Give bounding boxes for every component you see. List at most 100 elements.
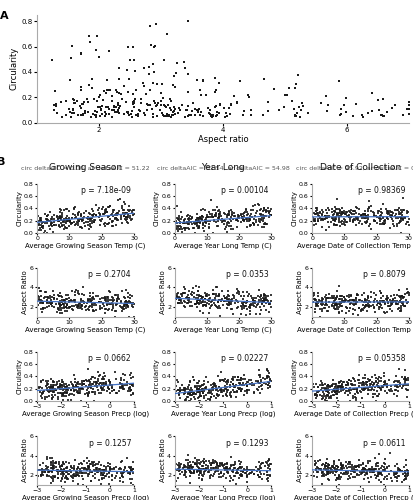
Point — [376, 303, 383, 311]
Point — [86, 216, 93, 224]
Point — [97, 221, 104, 229]
Point — [40, 468, 46, 476]
Point — [95, 460, 102, 468]
Point — [256, 217, 263, 225]
Point — [59, 209, 66, 217]
Point — [319, 480, 325, 488]
Point — [230, 292, 237, 300]
Point — [121, 215, 128, 223]
Point — [342, 298, 349, 306]
Point — [99, 214, 105, 222]
Point — [97, 465, 103, 473]
Point — [238, 385, 244, 393]
Point — [100, 87, 107, 95]
Point — [96, 212, 103, 220]
Point — [58, 386, 64, 394]
Point — [51, 385, 58, 393]
Point — [328, 208, 335, 216]
Point — [276, 106, 282, 114]
Point — [396, 298, 403, 306]
Point — [400, 216, 407, 224]
Point — [130, 98, 136, 106]
Point — [379, 383, 386, 391]
Point — [205, 386, 212, 394]
Point — [195, 223, 202, 231]
Point — [227, 225, 234, 233]
Point — [95, 467, 101, 475]
Point — [202, 383, 209, 391]
Point — [400, 292, 407, 300]
Point — [88, 300, 95, 308]
Point — [37, 466, 43, 474]
Point — [197, 386, 204, 394]
Point — [119, 208, 126, 216]
Point — [206, 459, 213, 467]
Point — [49, 302, 55, 310]
Point — [116, 378, 123, 386]
Point — [221, 387, 228, 395]
Point — [337, 298, 343, 306]
Point — [263, 292, 269, 300]
Point — [223, 213, 230, 221]
Point — [211, 379, 218, 387]
Point — [248, 381, 255, 389]
Point — [241, 107, 248, 115]
Point — [248, 301, 254, 309]
Point — [171, 104, 178, 112]
Point — [345, 380, 352, 388]
Point — [375, 459, 381, 467]
Point — [363, 296, 370, 304]
Point — [380, 112, 386, 120]
Point — [114, 297, 121, 305]
Point — [92, 106, 98, 114]
Point — [128, 466, 135, 473]
Title: Growing Season: Growing Season — [49, 163, 122, 172]
Point — [93, 378, 99, 386]
Point — [221, 298, 228, 306]
Point — [212, 88, 219, 96]
Point — [199, 212, 206, 220]
Point — [88, 384, 94, 392]
Point — [89, 75, 95, 83]
Point — [262, 294, 269, 302]
Point — [125, 211, 131, 219]
Point — [37, 217, 44, 225]
Point — [264, 98, 271, 106]
Point — [378, 469, 385, 477]
Point — [362, 296, 368, 304]
Point — [100, 375, 106, 383]
Point — [395, 464, 401, 472]
Point — [144, 106, 151, 114]
Point — [313, 206, 320, 214]
Point — [127, 384, 133, 392]
Point — [104, 103, 111, 111]
Point — [74, 97, 81, 105]
Point — [184, 393, 191, 401]
Point — [80, 296, 87, 304]
Point — [98, 110, 105, 118]
Point — [353, 464, 360, 471]
Point — [47, 375, 54, 383]
Point — [242, 387, 248, 395]
Point — [76, 302, 83, 310]
Point — [331, 464, 337, 471]
Point — [192, 460, 199, 468]
Point — [322, 462, 329, 470]
Point — [335, 383, 342, 391]
Point — [57, 381, 64, 389]
Point — [61, 470, 68, 478]
Point — [109, 298, 115, 306]
Point — [95, 468, 101, 475]
Point — [182, 224, 189, 232]
Point — [102, 465, 109, 473]
Point — [175, 461, 181, 469]
Point — [336, 474, 342, 482]
Point — [64, 464, 70, 471]
Point — [372, 296, 378, 304]
Point — [366, 302, 373, 310]
Point — [96, 468, 103, 475]
Point — [103, 293, 110, 301]
Point — [78, 378, 85, 386]
Point — [152, 98, 159, 106]
Point — [192, 460, 199, 468]
